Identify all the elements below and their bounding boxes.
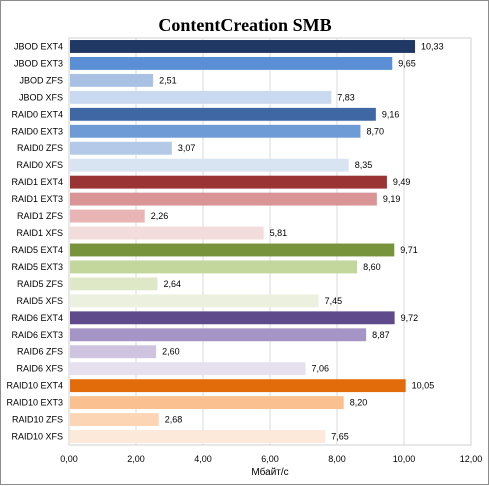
bar [70,294,319,308]
category-label: RAID0 EXT4 [11,109,63,119]
value-labels: 10,33 9,65 2,51 7,83 9,16 8,70 3,07 8,35 9,49 9,1… [151,41,444,441]
x-tick-label: 10,00 [393,454,416,464]
bar [70,124,361,138]
category-label: RAID6 EXT4 [11,313,63,323]
value-label: 10,05 [412,381,435,391]
bar [70,192,377,206]
bar [70,141,172,155]
category-label: RAID5 XFS [16,296,63,306]
x-tick-label: 2,00 [127,454,145,464]
bar [70,90,332,104]
bars [70,40,416,443]
bar [70,107,376,121]
value-label: 5,81 [270,228,288,238]
x-axis-label: Мбайт/с [251,466,288,478]
bar [70,226,264,240]
value-label: 9,72 [401,313,419,323]
category-label: JBOD EXT3 [14,58,63,68]
bar [70,40,416,53]
category-labels: JBOD EXT4 JBOD EXT3 JBOD ZFS JBOD XFS RAID0 … [6,41,63,441]
bar [70,260,358,274]
value-label: 8,20 [350,398,368,408]
category-label: RAID0 EXT3 [11,126,63,136]
category-label: RAID1 ZFS [17,211,63,221]
bar [70,328,367,342]
value-label: 10,33 [421,41,444,51]
value-label: 7,65 [331,432,349,442]
value-label: 7,83 [337,92,355,102]
bar [70,158,349,172]
bar [70,345,157,359]
category-label: JBOD XFS [19,92,63,102]
category-label: RAID0 XFS [16,160,63,170]
value-label: 9,19 [383,194,401,204]
value-label: 8,70 [366,126,384,136]
category-label: RAID10 EXT3 [6,398,63,408]
value-label: 2,60 [162,347,180,357]
bar [70,413,159,427]
x-tick-label: 0,00 [60,454,78,464]
value-label: 8,87 [372,330,390,340]
value-label: 8,35 [355,160,373,170]
category-label: JBOD EXT4 [14,41,63,51]
category-label: RAID5 EXT4 [11,245,63,255]
category-label: RAID6 XFS [16,364,63,374]
value-label: 2,68 [165,415,183,425]
category-label: RAID1 XFS [16,228,63,238]
value-label: 7,06 [312,364,330,374]
bar [70,175,387,189]
category-label: JBOD ZFS [19,75,63,85]
value-label: 9,16 [382,109,400,119]
value-label: 2,51 [159,75,177,85]
value-label: 9,65 [398,58,416,68]
grid-lines [135,38,405,445]
bar [70,243,395,257]
x-tick-label: 8,00 [328,454,346,464]
category-label: RAID10 XFS [11,432,63,442]
value-label: 7,45 [325,296,343,306]
value-label: 2,26 [151,211,169,221]
x-tick-label: 6,00 [261,454,279,464]
x-tick-label: 4,00 [194,454,212,464]
category-label: RAID6 EXT3 [11,330,63,340]
bar [70,430,326,443]
x-axis-ticks: 0,00 2,00 4,00 6,00 8,00 10,00 12,00 [60,454,482,464]
value-label: 9,71 [400,245,418,255]
value-label: 9,49 [393,177,411,187]
category-label: RAID1 EXT3 [11,194,63,204]
value-label: 3,07 [178,143,196,153]
bar [70,277,158,291]
category-label: RAID0 ZFS [17,143,63,153]
value-label: 8,60 [363,262,381,272]
bar [70,209,145,223]
category-label: RAID1 EXT4 [11,177,63,187]
bar [70,56,393,70]
value-label: 2,64 [163,279,181,289]
category-label: RAID5 ZFS [17,279,63,289]
bar [70,396,344,410]
category-label: RAID10 EXT4 [6,381,63,391]
x-tick-label: 12,00 [460,454,483,464]
bar [70,362,306,376]
category-label: RAID5 EXT3 [11,262,63,272]
bar [70,73,154,87]
bar [70,311,395,325]
category-label: RAID10 ZFS [12,415,63,425]
bar [70,379,406,393]
category-label: RAID6 ZFS [17,347,63,357]
chart-title: ContentCreation SMB [158,15,331,35]
